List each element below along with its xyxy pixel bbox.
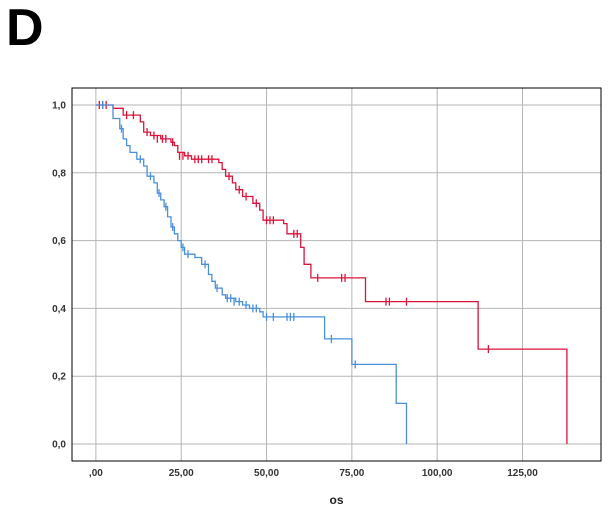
y-tick-label: 0,4 [52, 304, 66, 315]
x-tick-label: 50,00 [254, 468, 279, 479]
survival-series-2 [95, 100, 408, 444]
plot-frame [71, 87, 602, 462]
series-layer [95, 100, 568, 444]
grid [72, 88, 601, 461]
x-tick-label: ,00 [89, 468, 103, 479]
survival-curve [95, 104, 568, 444]
survival-series-1 [95, 100, 568, 444]
y-tick-label: 0,6 [52, 236, 66, 247]
y-tick-label: 0,8 [52, 168, 66, 179]
x-tick-label: 75,00 [339, 468, 364, 479]
y-tick-label: 0,2 [52, 372, 66, 383]
panel-label: D [6, 0, 44, 57]
tick-labels: 0,0 0,2 0,4 0,6 0,8 1,0 ,00 25,00 50,00 75,00 100,… [52, 100, 538, 479]
x-tick-label: 100,00 [422, 468, 453, 479]
survival-curve [95, 104, 408, 444]
y-tick-label: 0,0 [52, 440, 66, 451]
x-tick-label: 125,00 [507, 468, 538, 479]
y-tick-label: 1,0 [52, 100, 66, 111]
x-tick-label: 25,00 [169, 468, 194, 479]
x-axis-title: os [329, 493, 343, 507]
